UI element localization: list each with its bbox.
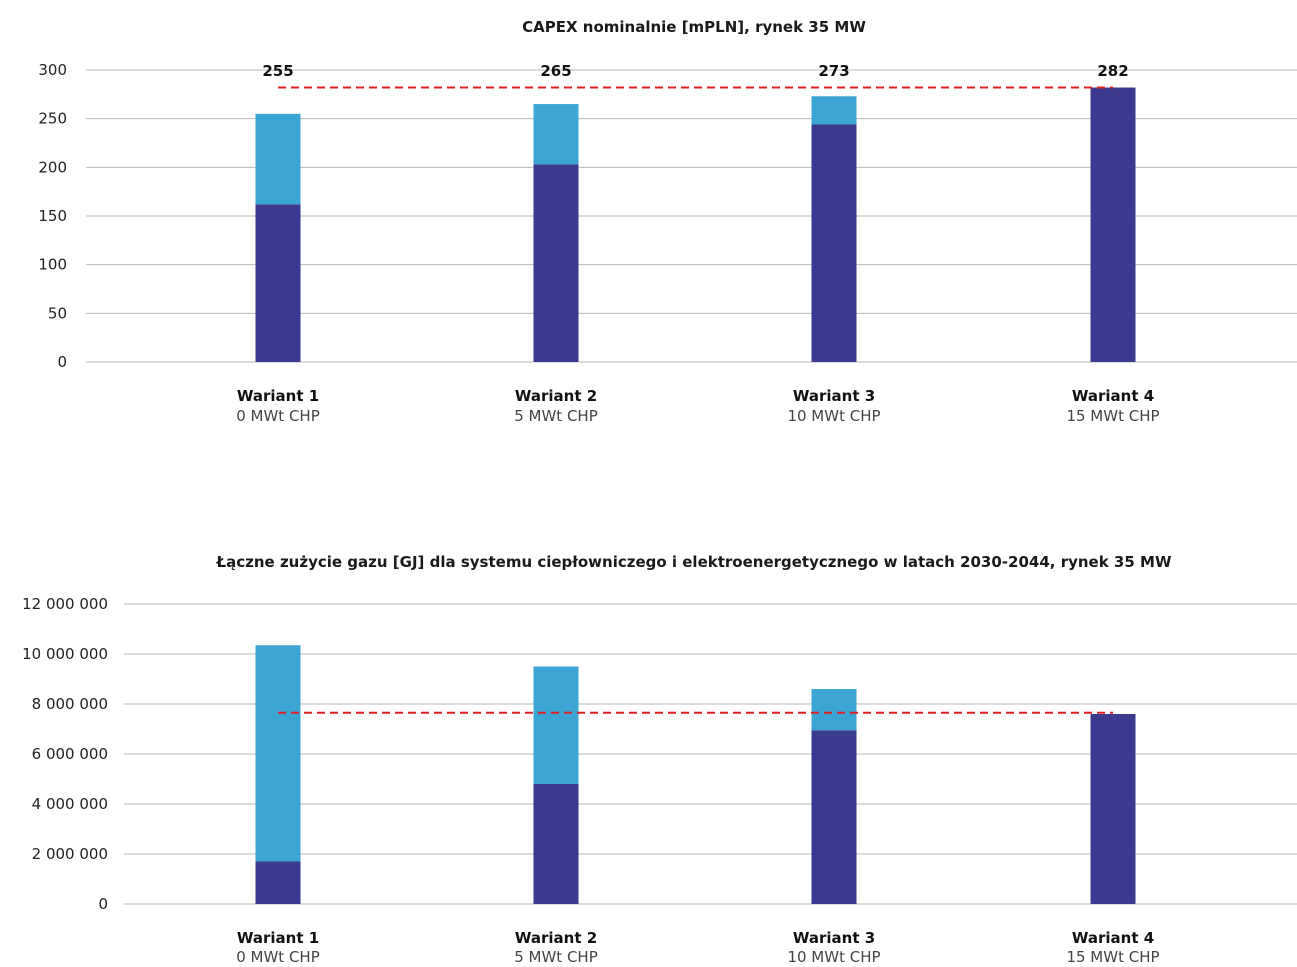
chart-2-category-sublabel: 0 MWt CHP [236, 948, 320, 966]
chart-1-y-tick-label: 50 [48, 304, 67, 322]
chart-2-bar-2-segment-2 [533, 666, 579, 784]
chart-1-total-label: 265 [540, 62, 571, 80]
chart-1-total-label: 273 [818, 62, 849, 80]
chart-1-y-tick-label: 150 [38, 207, 67, 225]
chart-1-category-sublabel: 15 MWt CHP [1066, 407, 1159, 425]
chart-2-category-label: Wariant 3 [793, 929, 875, 947]
chart-1-bar-4-segment-1 [1090, 87, 1136, 363]
chart-1-category-label: Wariant 4 [1072, 387, 1154, 405]
chart-2-category-label: Wariant 1 [237, 929, 319, 947]
chart-1-category-label: Wariant 2 [515, 387, 597, 405]
chart-2-category-sublabel: 5 MWt CHP [514, 948, 598, 966]
chart-2-y-tick-label: 0 [98, 895, 108, 913]
chart-2-bar-3-segment-2 [811, 689, 857, 731]
chart-2-category-sublabel: 15 MWt CHP [1066, 948, 1159, 966]
chart-2-category-label: Wariant 2 [515, 929, 597, 947]
chart-1-total-label: 282 [1097, 62, 1128, 80]
chart-2-plot: 0 2 000 000 4 000 000 6 000 000 8 000 000 10 … [22, 595, 1297, 966]
chart-1-category-sublabel: 10 MWt CHP [787, 407, 880, 425]
chart-2-y-tick-label: 4 000 000 [32, 795, 108, 813]
chart-1-y-tick-label: 0 [57, 353, 67, 371]
chart-2-bar-3-segment-1 [811, 730, 857, 904]
chart-1-y-tick-label: 300 [38, 61, 67, 79]
chart-2-y-tick-label: 8 000 000 [32, 695, 108, 713]
chart-1-y-tick-label: 100 [38, 256, 67, 274]
chart-2-bar-2-segment-1 [533, 784, 579, 904]
chart-2-y-tick-label: 12 000 000 [22, 595, 108, 613]
chart-1-plot: 0 50 100 150 200 250 300 Wariant 1 0 MWt CHP 255 W… [38, 61, 1297, 425]
chart-2-title: Łączne zużycie gazu [GJ] dla systemu cie… [216, 553, 1172, 571]
chart-1-bar-2-segment-1 [533, 164, 579, 362]
chart-1-bar-3-segment-2 [811, 96, 857, 125]
chart-1-y-tick-label: 250 [38, 110, 67, 128]
chart-1-category-sublabel: 0 MWt CHP [236, 407, 320, 425]
chart-1-bar-2-segment-2 [533, 104, 579, 165]
chart-1-category-label: Wariant 3 [793, 387, 875, 405]
chart-2-y-tick-label: 10 000 000 [22, 645, 108, 663]
chart-2-bar-1-segment-1 [255, 861, 301, 904]
chart-2-category-label: Wariant 4 [1072, 929, 1154, 947]
chart-2-category-sublabel: 10 MWt CHP [787, 948, 880, 966]
chart-2-y-tick-label: 2 000 000 [32, 845, 108, 863]
chart-2-y-tick-label: 6 000 000 [32, 745, 108, 763]
chart-1-title: CAPEX nominalnie [mPLN], rynek 35 MW [522, 18, 866, 36]
chart-1-total-label: 255 [262, 62, 293, 80]
chart-2-bar-4-segment-1 [1090, 714, 1136, 904]
chart-1-bar-1-segment-1 [255, 204, 301, 362]
chart-1-category-sublabel: 5 MWt CHP [514, 407, 598, 425]
chart-1-bar-1-segment-2 [255, 113, 301, 205]
chart-1-bar-3-segment-1 [811, 124, 857, 362]
chart-1-y-tick-label: 200 [38, 158, 67, 176]
chart-2-bar-1-segment-2 [255, 645, 301, 862]
chart-1-category-label: Wariant 1 [237, 387, 319, 405]
